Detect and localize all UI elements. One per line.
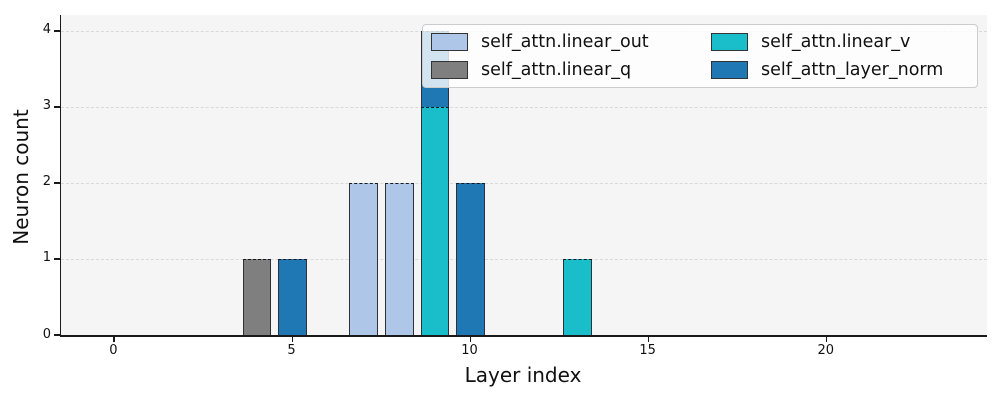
bar-x5-self_attn_layer_norm [278,258,307,335]
y-tick-mark-1 [54,258,60,260]
bar-x10-self_attn_layer_norm [456,182,485,335]
x-tick-label-15: 15 [639,343,656,358]
legend-label-linear-out: self_attn.linear_out [481,32,649,53]
legend-label-layer-norm: self_attn_layer_norm [761,59,944,80]
legend-item-linear-q: self_attn.linear_q [431,57,711,83]
x-tick-mark-20 [825,337,828,342]
x-axis-label: Layer index [464,363,582,387]
x-tick-mark-15 [647,337,650,342]
x-tick-label-0: 0 [109,343,118,358]
x-tick-mark-10 [469,337,472,342]
bar-x8-self_attn.linear_out [385,182,414,335]
gridline-y1 [61,258,987,260]
y-tick-mark-2 [54,182,60,184]
y-tick-label-3: 3 [42,98,51,114]
bar-x7-self_attn.linear_out [349,182,378,335]
legend: self_attn.linear_out self_attn.linear_v … [422,24,978,88]
gridline-y2 [61,182,987,184]
y-tick-mark-3 [54,106,60,108]
legend-swatch-layer-norm [711,60,748,79]
y-tick-label-0: 0 [42,326,51,342]
bar-x13-self_attn.linear_v [563,258,592,335]
legend-item-layer-norm: self_attn_layer_norm [711,57,967,83]
x-tick-label-5: 5 [287,343,296,358]
x-tick-label-20: 20 [817,343,834,358]
y-tick-mark-4 [54,30,60,32]
x-tick-label-10: 10 [461,343,478,358]
y-tick-label-4: 4 [42,22,51,38]
y-tick-label-1: 1 [42,250,51,266]
legend-label-linear-v: self_attn.linear_v [761,32,911,53]
legend-swatch-linear-v [711,33,748,52]
legend-label-linear-q: self_attn.linear_q [481,59,632,80]
x-tick-mark-5 [291,337,293,342]
x-tick-mark-0 [113,337,115,342]
bar-x4-self_attn.linear_q [242,258,272,335]
legend-swatch-linear-out [431,33,468,52]
bar-x9-self_attn.linear_v [420,106,450,335]
legend-item-linear-out: self_attn.linear_out [431,29,711,55]
y-tick-label-2: 2 [42,174,51,190]
legend-item-linear-v: self_attn.linear_v [711,29,967,55]
y-tick-mark-0 [54,334,60,336]
gridline-y3 [61,106,987,108]
legend-swatch-linear-q [431,60,468,79]
